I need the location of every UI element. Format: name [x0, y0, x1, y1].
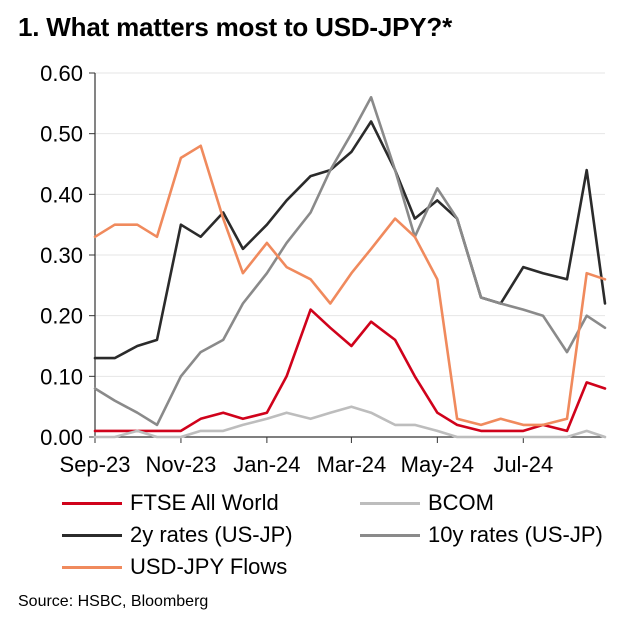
legend-flows: USD-JPY Flows: [62, 554, 287, 580]
series-line-2: [93, 120, 607, 360]
x-tick-label: Jan-24: [233, 452, 300, 477]
x-tick-label: Jul-24: [493, 452, 553, 477]
legend-label-flows: USD-JPY Flows: [130, 554, 288, 579]
y-axis-ticks: 0.00 0.10 0.20 0.30 0.40 0.50 0.60: [40, 61, 95, 450]
legend-bcom: BCOM: [360, 490, 494, 516]
y-tick-label: 0.00: [40, 425, 83, 450]
legend-swatch-10y: [360, 533, 420, 537]
series-line-1: [93, 405, 607, 439]
y-tick-label: 0.40: [40, 182, 83, 207]
x-tick-label: Nov-23: [145, 452, 216, 477]
legend-label-ftse: FTSE All World: [130, 490, 279, 515]
legend-swatch-flows: [62, 565, 122, 569]
series-line-0: [93, 308, 607, 433]
x-axis-ticks: Sep-23 Nov-23 Jan-24 Mar-24 May-24 Jul-24: [60, 437, 553, 477]
legend-label-bcom: BCOM: [428, 490, 494, 515]
legend-2y: 2y rates (US-JP): [62, 522, 293, 548]
y-tick-label: 0.10: [40, 364, 83, 389]
series-line-3: [93, 96, 607, 427]
legend-10y: 10y rates (US-JP): [360, 522, 603, 548]
y-tick-label: 0.20: [40, 304, 83, 329]
source-note: Source: HSBC, Bloomberg: [18, 593, 209, 610]
x-tick-label: Mar-24: [317, 452, 387, 477]
legend-swatch-2y: [62, 533, 122, 537]
y-tick-label: 0.50: [40, 122, 83, 147]
y-tick-label: 0.60: [40, 61, 83, 86]
legend-label-10y: 10y rates (US-JP): [428, 522, 603, 547]
series-line-4: [93, 144, 607, 427]
y-tick-label: 0.30: [40, 243, 83, 268]
series-layer: [93, 96, 607, 439]
legend-swatch-ftse: [62, 501, 122, 505]
grid-lines: [95, 72, 605, 377]
x-tick-label: May-24: [401, 452, 474, 477]
legend-label-2y: 2y rates (US-JP): [130, 522, 293, 547]
x-tick-label: Sep-23: [60, 452, 131, 477]
chart-title: 1. What matters most to USD-JPY?*: [18, 12, 453, 42]
legend-ftse: FTSE All World: [62, 490, 279, 516]
legend-swatch-bcom: [360, 501, 420, 505]
